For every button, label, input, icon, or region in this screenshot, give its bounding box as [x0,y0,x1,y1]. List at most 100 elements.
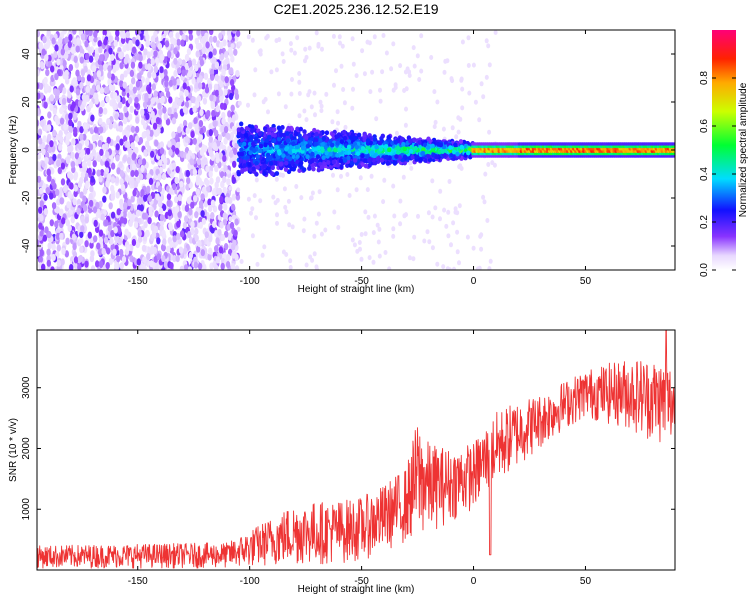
heatmap-cell [54,115,59,123]
heatmap-cell [288,258,293,264]
heatmap-cell [219,41,224,50]
heatmap-cell [150,97,156,105]
heatmap-cell [493,30,498,35]
heatmap-cell [146,51,151,59]
heatmap-cell [224,51,229,59]
heatmap-cell [133,221,139,229]
heatmap-cell [85,180,90,188]
heatmap-cell [146,252,151,261]
heatmap-cell [377,140,382,146]
heatmap-cell [363,231,368,237]
heatmap-cell [127,96,133,105]
heatmap-cell [174,147,180,155]
heatmap-cell [137,229,142,238]
heatmap-cell [196,245,201,253]
heatmap-cell [391,183,396,189]
heatmap-cell [104,160,110,168]
heatmap-cell [297,71,302,76]
heatmap-cell [251,166,256,172]
heatmap-cell [264,138,269,144]
heatmap-cell [41,263,46,270]
heatmap-cell [460,105,465,111]
heatmap-cell [246,102,250,108]
heatmap-cell [161,255,166,263]
heatmap-cell [120,183,126,191]
heatmap-cell [154,57,160,65]
heatmap-cell [166,193,172,201]
heatmap-cell [201,46,206,54]
heatmap-cell [145,40,150,48]
heatmap-cell [414,154,419,160]
heatmap-cell [275,220,279,226]
heatmap-cell [473,99,478,105]
heatmap-cell [202,97,208,105]
heatmap-cell [203,157,208,165]
heatmap-cell [247,141,253,147]
heatmap-cell [235,70,240,76]
heatmap-cell [226,169,231,175]
heatmap-cell [179,265,185,270]
heatmap-cell [110,211,116,219]
heatmap-cell [433,119,438,125]
heatmap-cell [160,243,166,251]
heatmap-cell [314,220,319,226]
heatmap-cell [415,53,420,59]
heatmap-cell [197,42,203,51]
heatmap-cell [490,160,495,166]
heatmap-cell [254,215,258,221]
heatmap-cell [258,148,263,154]
heatmap-cell [102,186,107,194]
heatmap-cell [218,89,224,97]
heatmap-cell [397,155,402,160]
heatmap-cell [149,260,154,268]
heatmap-cell [236,226,241,232]
heatmap-cell [131,77,136,85]
heatmap-cell [270,165,275,171]
heatmap-cell [80,215,85,223]
heatmap-cell [114,176,120,184]
heatmap-cell [151,83,156,91]
heatmap-cell [96,154,102,163]
heatmap-cell [452,266,456,270]
heatmap-cell [58,130,63,138]
heatmap-cell [47,146,53,154]
heatmap-cell [312,251,317,257]
heatmap-cell [266,109,270,115]
heatmap-cell [214,245,219,253]
heatmap-cell [51,37,56,45]
heatmap-cell [100,100,106,108]
heatmap-cell [192,105,197,113]
heatmap-cell [391,87,396,93]
heatmap-cell [351,61,356,67]
heatmap-cell [101,154,107,162]
heatmap-cell [451,220,456,226]
heatmap-cell [208,129,213,137]
heatmap-cell [483,171,488,177]
heatmap-cell [246,196,251,202]
heatmap-cell [131,36,137,44]
heatmap-cell [73,171,79,179]
heatmap-cell [177,194,183,202]
heatmap-cell [363,163,369,169]
heatmap-cell [465,234,470,240]
heatmap-cell [295,126,300,132]
heatmap-cell [175,141,181,149]
heatmap-cell [262,244,267,250]
heatmap-cell [283,167,289,172]
heatmap-cell [192,137,197,145]
heatmap-cell [96,242,101,250]
heatmap-cell [171,162,177,170]
heatmap-cell [112,65,117,73]
heatmap-cell [223,137,228,145]
heatmap-cell [95,211,101,219]
heatmap-cell [456,129,461,135]
heatmap-cell [119,248,124,257]
heatmap-cell [171,117,177,125]
heatmap-cell [170,36,175,44]
heatmap-cell [117,101,123,109]
heatmap-cell [224,76,229,84]
heatmap-cell [187,60,193,68]
heatmap-cell [47,111,52,119]
heatmap-cell [155,129,160,137]
heatmap-cell [88,55,94,63]
